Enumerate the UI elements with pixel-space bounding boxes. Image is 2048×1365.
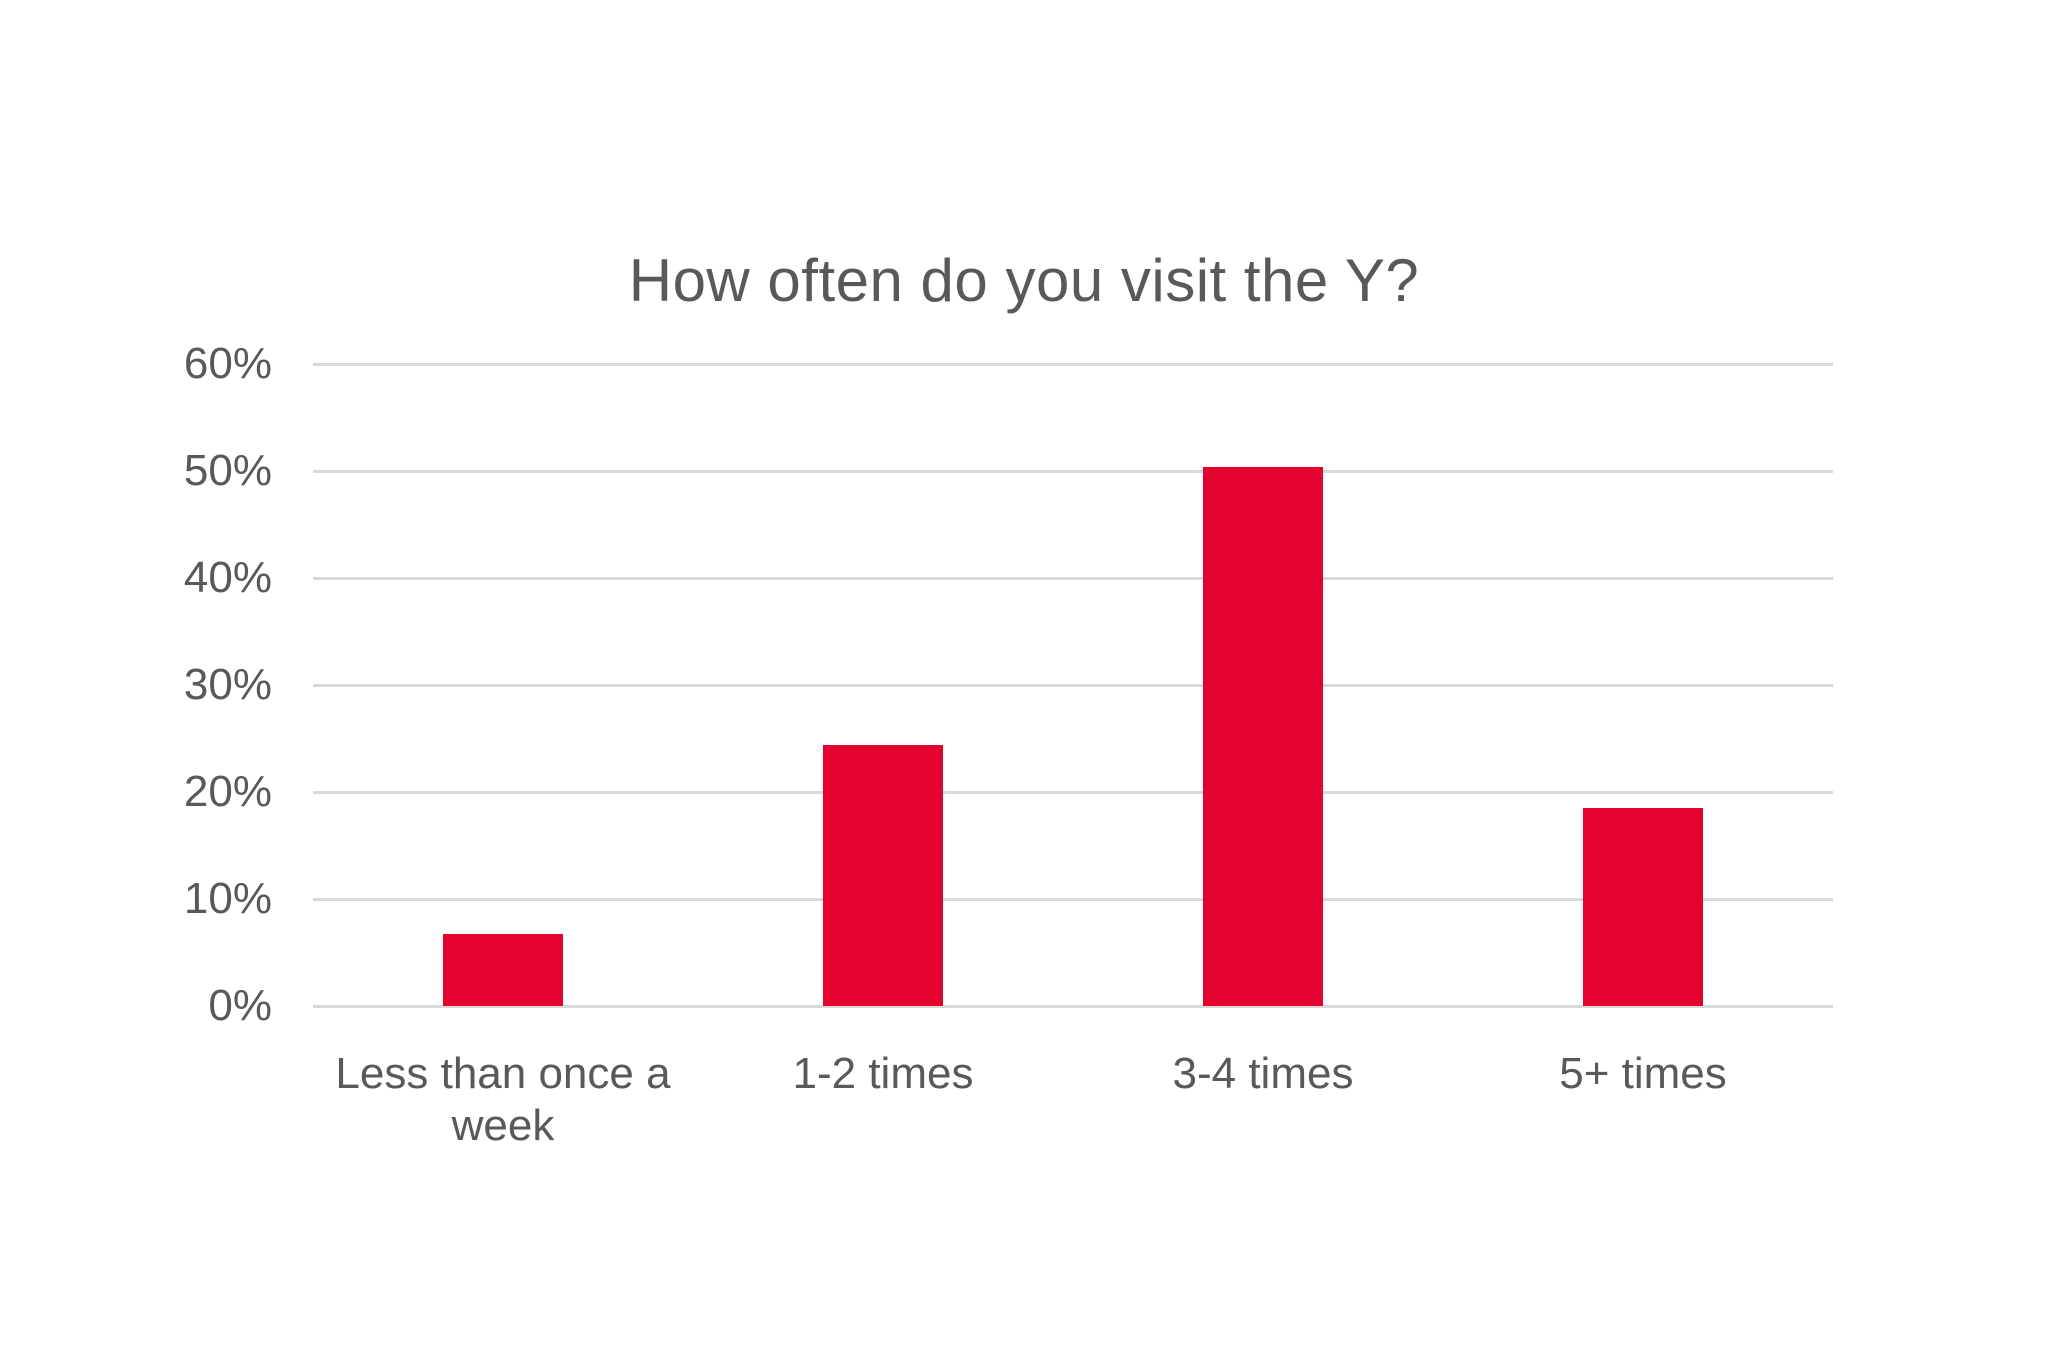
chart-title: How often do you visit the Y? — [628, 247, 1420, 314]
y-tick-label: 40% — [183, 553, 272, 602]
gridline — [313, 1004, 1833, 1008]
bar — [1583, 808, 1703, 1006]
x-tick-label: 5+ times — [1559, 1049, 1727, 1098]
bar — [823, 744, 943, 1006]
y-tick-label: 10% — [183, 874, 272, 923]
gridline — [313, 790, 1833, 794]
gridline — [313, 683, 1833, 687]
gridline — [313, 362, 1833, 366]
y-tick-label: 30% — [183, 660, 272, 709]
bar — [1203, 466, 1323, 1006]
gridline — [313, 897, 1833, 901]
gridline — [313, 576, 1833, 580]
y-tick-label: 20% — [183, 767, 272, 816]
bar — [443, 934, 563, 1006]
gridline — [313, 469, 1833, 473]
y-tick-label: 0% — [208, 981, 272, 1030]
x-tick-label: Less than once a week — [335, 1049, 671, 1150]
x-tick-label: 1-2 times — [792, 1049, 974, 1098]
y-tick-label: 60% — [183, 339, 272, 388]
y-tick-label: 50% — [183, 446, 272, 495]
x-tick-label: 3-4 times — [1172, 1049, 1354, 1098]
